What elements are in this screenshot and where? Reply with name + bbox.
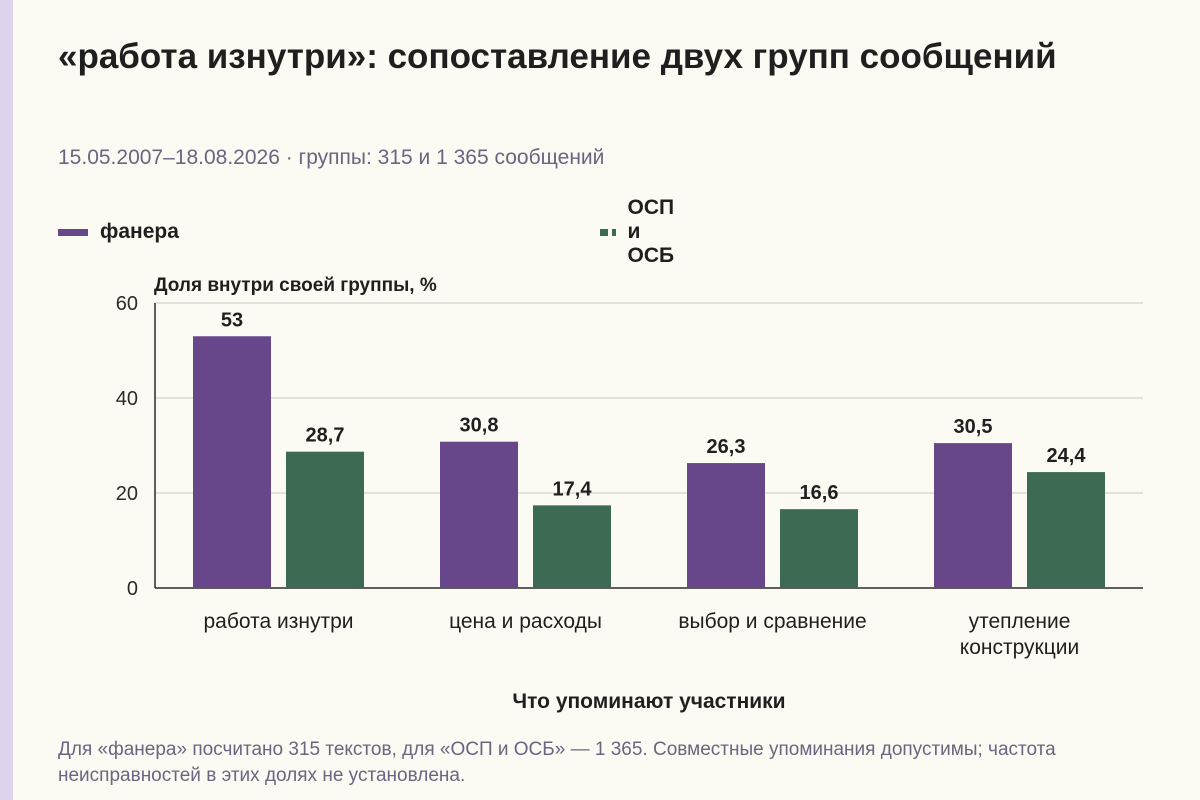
- data-label: 53: [221, 309, 243, 331]
- footnote: Для «фанера» посчитано 315 текстов, для …: [58, 739, 1056, 786]
- data-label: 30,5: [954, 416, 993, 438]
- data-label: 28,7: [306, 425, 345, 447]
- x-tick-label: работа изнутри: [204, 610, 354, 633]
- bar-series-2: [780, 509, 858, 588]
- legend-swatch-series-1: [58, 228, 88, 236]
- legend-item-series-2: ОСП и ОСБ: [600, 196, 689, 267]
- bar-chart: 0 20 40 60 Доля внутри своей группы, % 53 28,7…: [116, 275, 1143, 713]
- y-tick-label: 20: [116, 483, 138, 505]
- y-axis-title: Доля внутри своей группы, %: [154, 275, 437, 296]
- x-tick-label: цена и расходы: [449, 610, 602, 633]
- data-label: 30,8: [460, 415, 499, 437]
- y-tick-label: 60: [116, 293, 138, 315]
- bar-series-1: [934, 443, 1012, 588]
- legend-label-series-2: ОСП и ОСБ: [627, 196, 675, 267]
- y-tick-label: 0: [127, 578, 138, 600]
- bar-series-1: [440, 441, 518, 588]
- x-tick-label: выбор и сравнение: [678, 610, 866, 633]
- accent-strip: [0, 0, 13, 800]
- legend-label-series-1: фанера: [100, 220, 179, 243]
- x-axis-title: Что упоминают участники: [512, 690, 785, 713]
- y-tick-label: 40: [116, 388, 138, 410]
- data-label: 24,4: [1047, 445, 1087, 467]
- bar-series-1: [687, 463, 765, 588]
- bar-series-2: [1027, 472, 1105, 588]
- chart-subtitle: 15.05.2007–18.08.2026 · группы: 315 и 1 …: [58, 146, 605, 169]
- x-tick-label: конструкции: [960, 636, 1079, 659]
- chart-title: «работа изнутри»: сопоставление двух гру…: [58, 37, 1057, 76]
- legend-item-series-1: фанера: [58, 218, 179, 246]
- legend-swatch-series-2: [600, 228, 616, 236]
- x-tick-label: утепление: [969, 610, 1071, 633]
- bar-series-1: [193, 336, 271, 588]
- bar-series-2: [286, 451, 364, 588]
- bar-series-2: [533, 505, 611, 588]
- data-label: 17,4: [553, 478, 593, 500]
- data-label: 16,6: [800, 482, 839, 504]
- data-label: 26,3: [707, 436, 746, 458]
